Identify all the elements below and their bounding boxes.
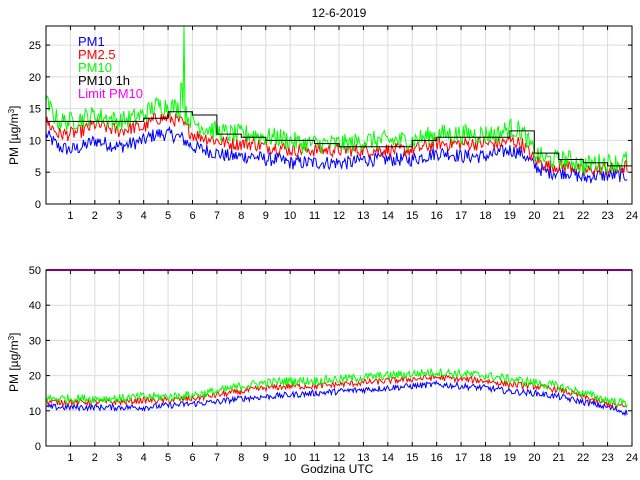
bottom-x-tick-label: 20 — [528, 452, 540, 464]
top-x-tick-label: 10 — [284, 210, 296, 222]
bottom-series-pm2-5 — [45, 373, 628, 409]
bottom-y-axis-label-main: PM [µg/m — [7, 340, 21, 392]
bottom-y-tick-label: 10 — [29, 406, 41, 418]
top-x-tick-label: 5 — [165, 210, 171, 222]
bottom-x-tick-label: 12 — [333, 452, 345, 464]
bottom-x-tick-label: 14 — [382, 452, 394, 464]
top-x-tick-label: 17 — [455, 210, 467, 222]
top-y-axis-label: PM [µg/m3] — [7, 106, 21, 165]
bottom-x-tick-label: 9 — [263, 452, 269, 464]
bottom-x-tick-label: 22 — [577, 452, 589, 464]
top-x-tick-label: 3 — [116, 210, 122, 222]
bottom-x-tick-label: 10 — [284, 452, 296, 464]
bottom-grid — [46, 269, 633, 447]
top-x-tick-label: 23 — [601, 210, 613, 222]
bottom-y-axis-label-sup: 3 — [7, 335, 16, 340]
top-x-tick-label: 9 — [263, 210, 269, 222]
bottom-y-axis-label-end: ] — [7, 333, 21, 336]
bottom-y-tick-label: 50 — [29, 265, 41, 277]
bottom-x-tick-label: 19 — [504, 452, 516, 464]
bottom-x-tick-label: 23 — [601, 452, 613, 464]
legend: PM1 PM2.5 PM10 PM10 1h Limit PM10 — [78, 34, 143, 101]
bottom-panel: 1 2 3 4 5 6 7 8 9 10 11 12 13 14 15 16 17 18 19 20 21 22 23 240… — [29, 265, 638, 464]
top-x-tick-label: 24 — [626, 210, 638, 222]
top-y-axis-label-sup: 3 — [7, 108, 16, 113]
bottom-x-tick-label: 3 — [116, 452, 122, 464]
bottom-x-tick-label: 17 — [455, 452, 467, 464]
bottom-x-tick-label: 21 — [553, 452, 565, 464]
x-axis-label: Godzina UTC — [301, 462, 374, 476]
top-y-tick-label: 20 — [29, 72, 41, 84]
bottom-x-tick-label: 15 — [406, 452, 418, 464]
top-x-tick-label: 19 — [504, 210, 516, 222]
top-y-tick-label: 15 — [29, 104, 41, 116]
bottom-y-tick-label: 20 — [29, 371, 41, 383]
chart-title: 12-6-2019 — [312, 6, 367, 20]
bottom-x-tick-label: 7 — [214, 452, 220, 464]
bottom-y-tick-label: 30 — [29, 335, 41, 347]
top-y-tick-label: 5 — [35, 167, 41, 179]
bottom-y-axis-label: PM [µg/m3] — [7, 333, 21, 392]
bottom-x-tick-label: 16 — [431, 452, 443, 464]
bottom-ticks: 1 2 3 4 5 6 7 8 9 10 11 12 13 14 15 16 17 18 19 20 21 22 23 240… — [29, 265, 638, 464]
top-x-tick-label: 1 — [67, 210, 73, 222]
bottom-x-tick-label: 8 — [238, 452, 244, 464]
top-y-tick-label: 10 — [29, 135, 41, 147]
bottom-x-tick-label: 5 — [165, 452, 171, 464]
top-series-pm10 — [45, 25, 628, 175]
bottom-y-tick-label: 40 — [29, 300, 41, 312]
top-x-tick-label: 2 — [92, 210, 98, 222]
top-x-tick-label: 12 — [333, 210, 345, 222]
top-x-tick-label: 22 — [577, 210, 589, 222]
top-x-tick-label: 7 — [214, 210, 220, 222]
bottom-series-pm1 — [45, 379, 628, 417]
top-series-pm10-1h — [46, 111, 632, 167]
bottom-x-tick-label: 13 — [357, 452, 369, 464]
top-x-tick-label: 21 — [553, 210, 565, 222]
top-y-axis-label-end: ] — [7, 106, 21, 109]
legend-pm1: PM1 — [78, 34, 105, 49]
top-series-pm2-5 — [45, 112, 628, 177]
top-x-tick-label: 13 — [357, 210, 369, 222]
top-x-tick-label: 16 — [431, 210, 443, 222]
top-x-tick-label: 15 — [406, 210, 418, 222]
legend-pm10: PM10 — [78, 60, 112, 75]
top-x-tick-label: 20 — [528, 210, 540, 222]
bottom-x-tick-label: 1 — [67, 452, 73, 464]
bottom-x-tick-label: 4 — [141, 452, 147, 464]
top-series — [45, 25, 632, 184]
top-x-tick-label: 8 — [238, 210, 244, 222]
bottom-x-tick-label: 11 — [309, 452, 320, 464]
top-ticks: 1 2 3 4 5 6 7 8 9 10 11 12 13 14 15 16 17 18 19 20 21 22 23 240… — [29, 26, 638, 222]
bottom-x-tick-label: 24 — [626, 452, 638, 464]
legend-limit-pm10: Limit PM10 — [78, 86, 143, 101]
bottom-x-tick-label: 2 — [92, 452, 98, 464]
top-panel: 1 2 3 4 5 6 7 8 9 10 11 12 13 14 15 16 17 18 19 20 21 22 23 240… — [29, 25, 638, 222]
legend-pm25: PM2.5 — [78, 47, 116, 62]
top-x-tick-label: 14 — [382, 210, 394, 222]
top-y-tick-label: 25 — [29, 40, 41, 52]
bottom-series-pm10 — [45, 367, 628, 410]
top-y-axis-label-main: PM [µg/m — [7, 113, 21, 165]
top-x-tick-label: 18 — [479, 210, 491, 222]
top-grid — [46, 26, 633, 205]
top-y-tick-label: 0 — [35, 199, 41, 211]
bottom-x-tick-label: 18 — [479, 452, 491, 464]
top-x-tick-label: 11 — [309, 210, 320, 222]
bottom-x-tick-label: 6 — [189, 452, 195, 464]
top-x-tick-label: 4 — [141, 210, 147, 222]
legend-pm10-1h: PM10 1h — [78, 73, 130, 88]
bottom-y-tick-label: 0 — [35, 441, 41, 453]
top-x-tick-label: 6 — [189, 210, 195, 222]
